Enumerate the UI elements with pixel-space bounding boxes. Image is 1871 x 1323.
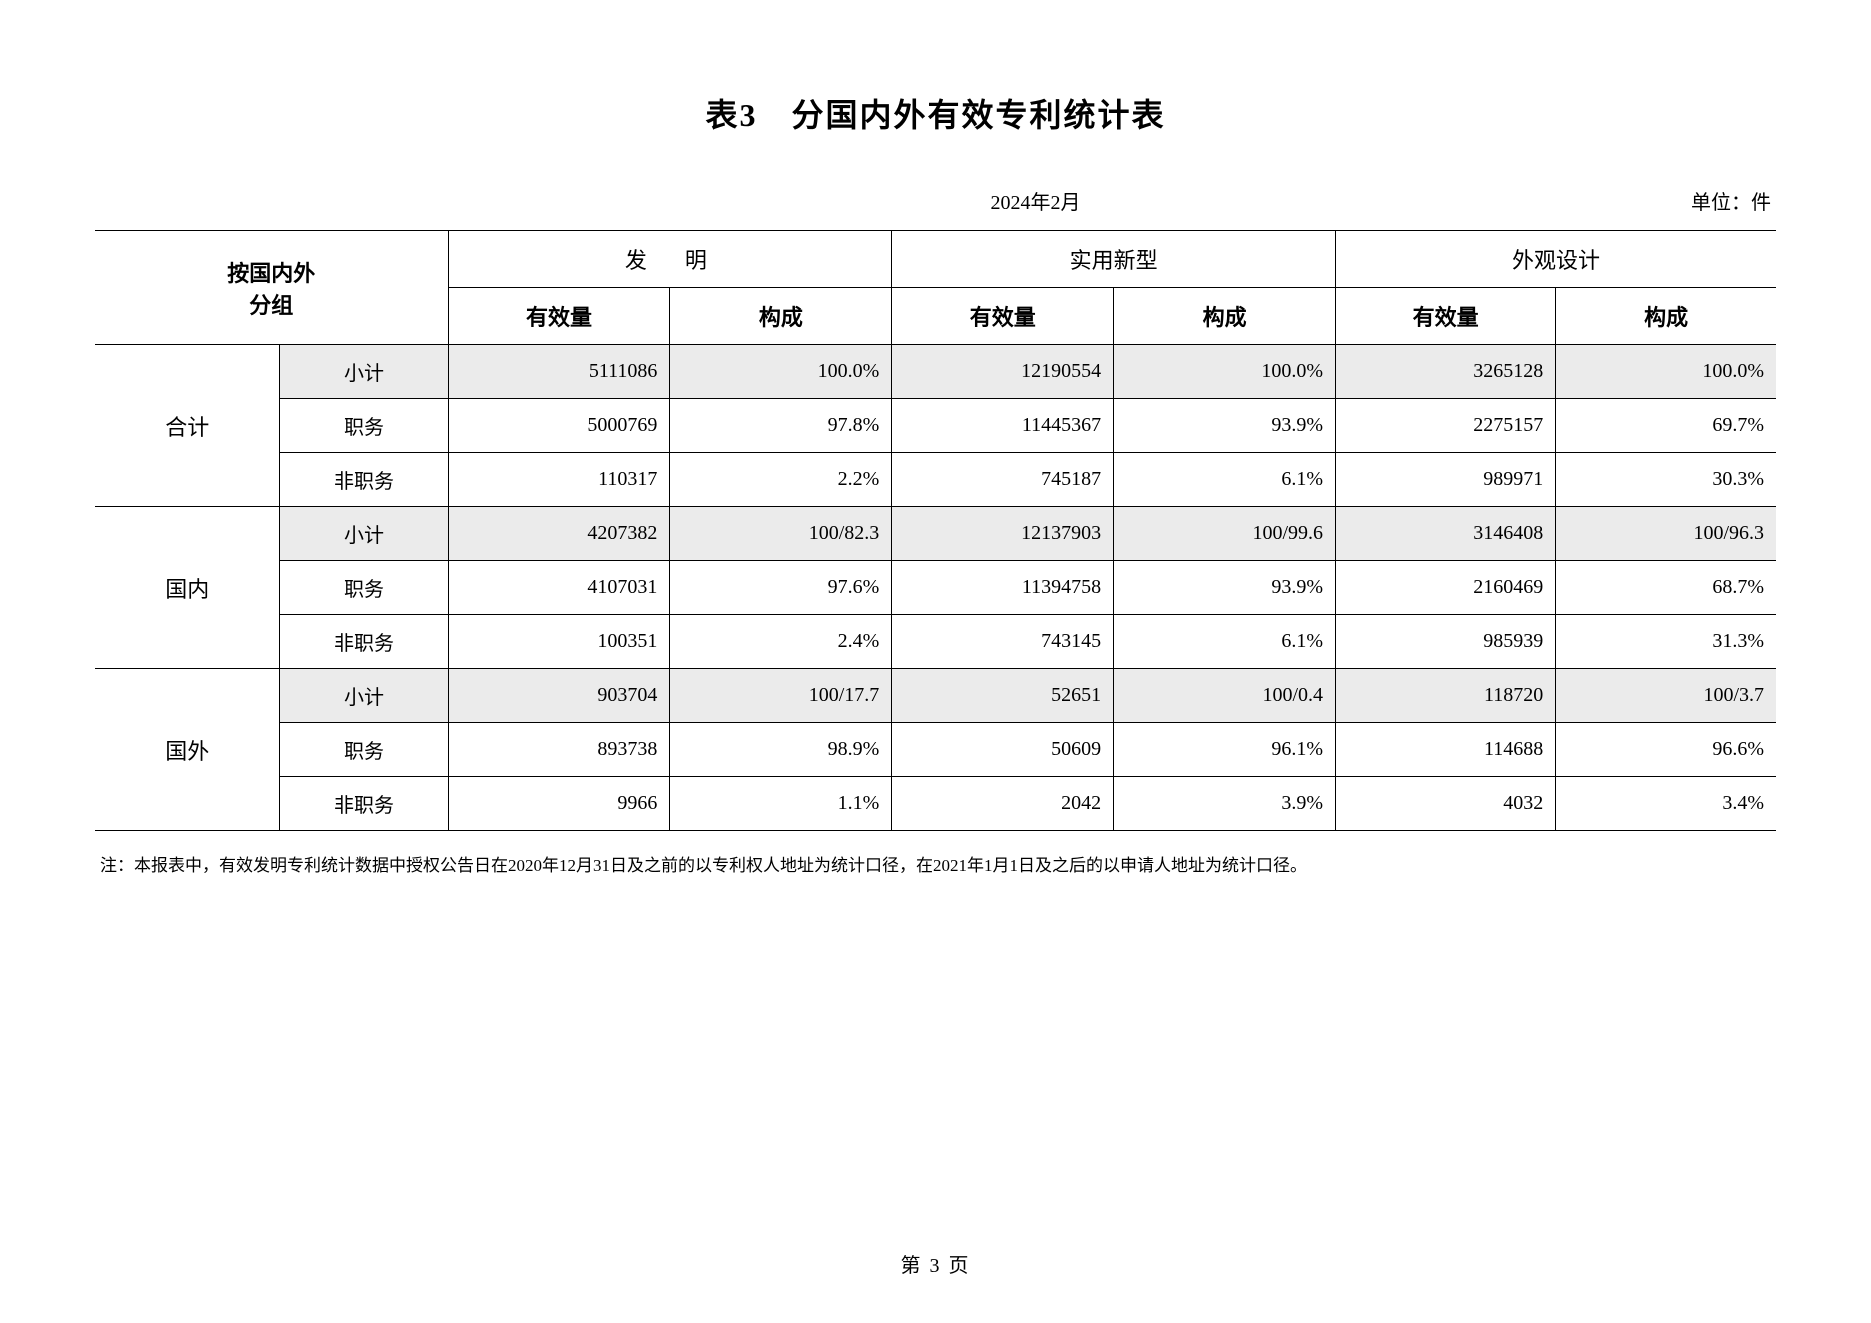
- data-cell: 4032: [1336, 777, 1556, 831]
- table-row: 非职务99661.1%20423.9%40323.4%: [95, 777, 1776, 831]
- data-cell: 2275157: [1336, 399, 1556, 453]
- data-cell: 5000769: [448, 399, 670, 453]
- data-cell: 100/17.7: [670, 669, 892, 723]
- date-label: 2024年2月: [100, 186, 1691, 215]
- data-cell: 893738: [448, 723, 670, 777]
- data-cell: 100/99.6: [1114, 507, 1336, 561]
- header-cat-design: 外观设计: [1336, 231, 1776, 288]
- row-label: 小计: [280, 669, 448, 723]
- table-row: 非职务1103172.2%7451876.1%98997130.3%: [95, 453, 1776, 507]
- data-cell: 50609: [892, 723, 1114, 777]
- data-cell: 96.1%: [1114, 723, 1336, 777]
- data-cell: 114688: [1336, 723, 1556, 777]
- row-label: 职务: [280, 399, 448, 453]
- data-cell: 118720: [1336, 669, 1556, 723]
- data-cell: 903704: [448, 669, 670, 723]
- table-title: 表3 分国内外有效专利统计表: [95, 90, 1776, 136]
- data-cell: 100/3.7: [1556, 669, 1776, 723]
- data-cell: 989971: [1336, 453, 1556, 507]
- data-cell: 11445367: [892, 399, 1114, 453]
- data-cell: 97.8%: [670, 399, 892, 453]
- row-label: 小计: [280, 507, 448, 561]
- data-cell: 93.9%: [1114, 399, 1336, 453]
- data-cell: 11394758: [892, 561, 1114, 615]
- row-label: 非职务: [280, 615, 448, 669]
- data-cell: 6.1%: [1114, 453, 1336, 507]
- data-cell: 3265128: [1336, 345, 1556, 399]
- data-cell: 9966: [448, 777, 670, 831]
- data-cell: 93.9%: [1114, 561, 1336, 615]
- data-cell: 98.9%: [670, 723, 892, 777]
- table-row: 国内小计4207382100/82.312137903100/99.631464…: [95, 507, 1776, 561]
- header-cat-invention: 发 明: [448, 231, 892, 288]
- data-cell: 3.9%: [1114, 777, 1336, 831]
- row-label: 非职务: [280, 453, 448, 507]
- table-row: 国外小计903704100/17.752651100/0.4118720100/…: [95, 669, 1776, 723]
- data-cell: 31.3%: [1556, 615, 1776, 669]
- data-cell: 69.7%: [1556, 399, 1776, 453]
- table-row: 职务500076997.8%1144536793.9%227515769.7%: [95, 399, 1776, 453]
- data-cell: 985939: [1336, 615, 1556, 669]
- data-cell: 30.3%: [1556, 453, 1776, 507]
- group-label: 合计: [95, 345, 280, 507]
- data-cell: 2160469: [1336, 561, 1556, 615]
- row-label: 小计: [280, 345, 448, 399]
- header-sub-valid: 有效量: [1336, 288, 1556, 345]
- header-sub-valid: 有效量: [448, 288, 670, 345]
- header-group: 按国内外分组: [95, 231, 448, 345]
- group-label: 国外: [95, 669, 280, 831]
- data-cell: 743145: [892, 615, 1114, 669]
- data-cell: 4107031: [448, 561, 670, 615]
- data-cell: 100.0%: [670, 345, 892, 399]
- data-cell: 3.4%: [1556, 777, 1776, 831]
- data-cell: 100/96.3: [1556, 507, 1776, 561]
- header-sub-valid: 有效量: [892, 288, 1114, 345]
- group-label: 国内: [95, 507, 280, 669]
- data-cell: 5111086: [448, 345, 670, 399]
- unit-label: 单位：件: [1691, 186, 1771, 215]
- data-cell: 2042: [892, 777, 1114, 831]
- table-row: 职务89373898.9%5060996.1%11468896.6%: [95, 723, 1776, 777]
- data-cell: 100.0%: [1556, 345, 1776, 399]
- data-cell: 2.2%: [670, 453, 892, 507]
- subtitle-row: 2024年2月 单位：件: [95, 186, 1776, 215]
- table-row: 非职务1003512.4%7431456.1%98593931.3%: [95, 615, 1776, 669]
- data-cell: 12137903: [892, 507, 1114, 561]
- data-cell: 110317: [448, 453, 670, 507]
- data-cell: 68.7%: [1556, 561, 1776, 615]
- row-label: 职务: [280, 561, 448, 615]
- data-cell: 52651: [892, 669, 1114, 723]
- header-cat-utility: 实用新型: [892, 231, 1336, 288]
- data-cell: 96.6%: [1556, 723, 1776, 777]
- data-cell: 12190554: [892, 345, 1114, 399]
- data-cell: 100351: [448, 615, 670, 669]
- data-cell: 1.1%: [670, 777, 892, 831]
- table-row: 合计小计5111086100.0%12190554100.0%326512810…: [95, 345, 1776, 399]
- data-cell: 100/82.3: [670, 507, 892, 561]
- data-cell: 4207382: [448, 507, 670, 561]
- patent-stats-table: 按国内外分组 发 明 实用新型 外观设计 有效量 构成 有效量 构成 有效量 构…: [95, 230, 1776, 831]
- row-label: 非职务: [280, 777, 448, 831]
- data-cell: 100/0.4: [1114, 669, 1336, 723]
- row-label: 职务: [280, 723, 448, 777]
- data-cell: 2.4%: [670, 615, 892, 669]
- header-sub-ratio: 构成: [1556, 288, 1776, 345]
- header-sub-ratio: 构成: [670, 288, 892, 345]
- data-cell: 97.6%: [670, 561, 892, 615]
- data-cell: 3146408: [1336, 507, 1556, 561]
- header-sub-ratio: 构成: [1114, 288, 1336, 345]
- table-row: 职务410703197.6%1139475893.9%216046968.7%: [95, 561, 1776, 615]
- data-cell: 6.1%: [1114, 615, 1336, 669]
- data-cell: 100.0%: [1114, 345, 1336, 399]
- page-number: 第 3 页: [0, 1249, 1871, 1278]
- data-cell: 745187: [892, 453, 1114, 507]
- footnote: 注：本报表中，有效发明专利统计数据中授权公告日在2020年12月31日及之前的以…: [95, 851, 1776, 876]
